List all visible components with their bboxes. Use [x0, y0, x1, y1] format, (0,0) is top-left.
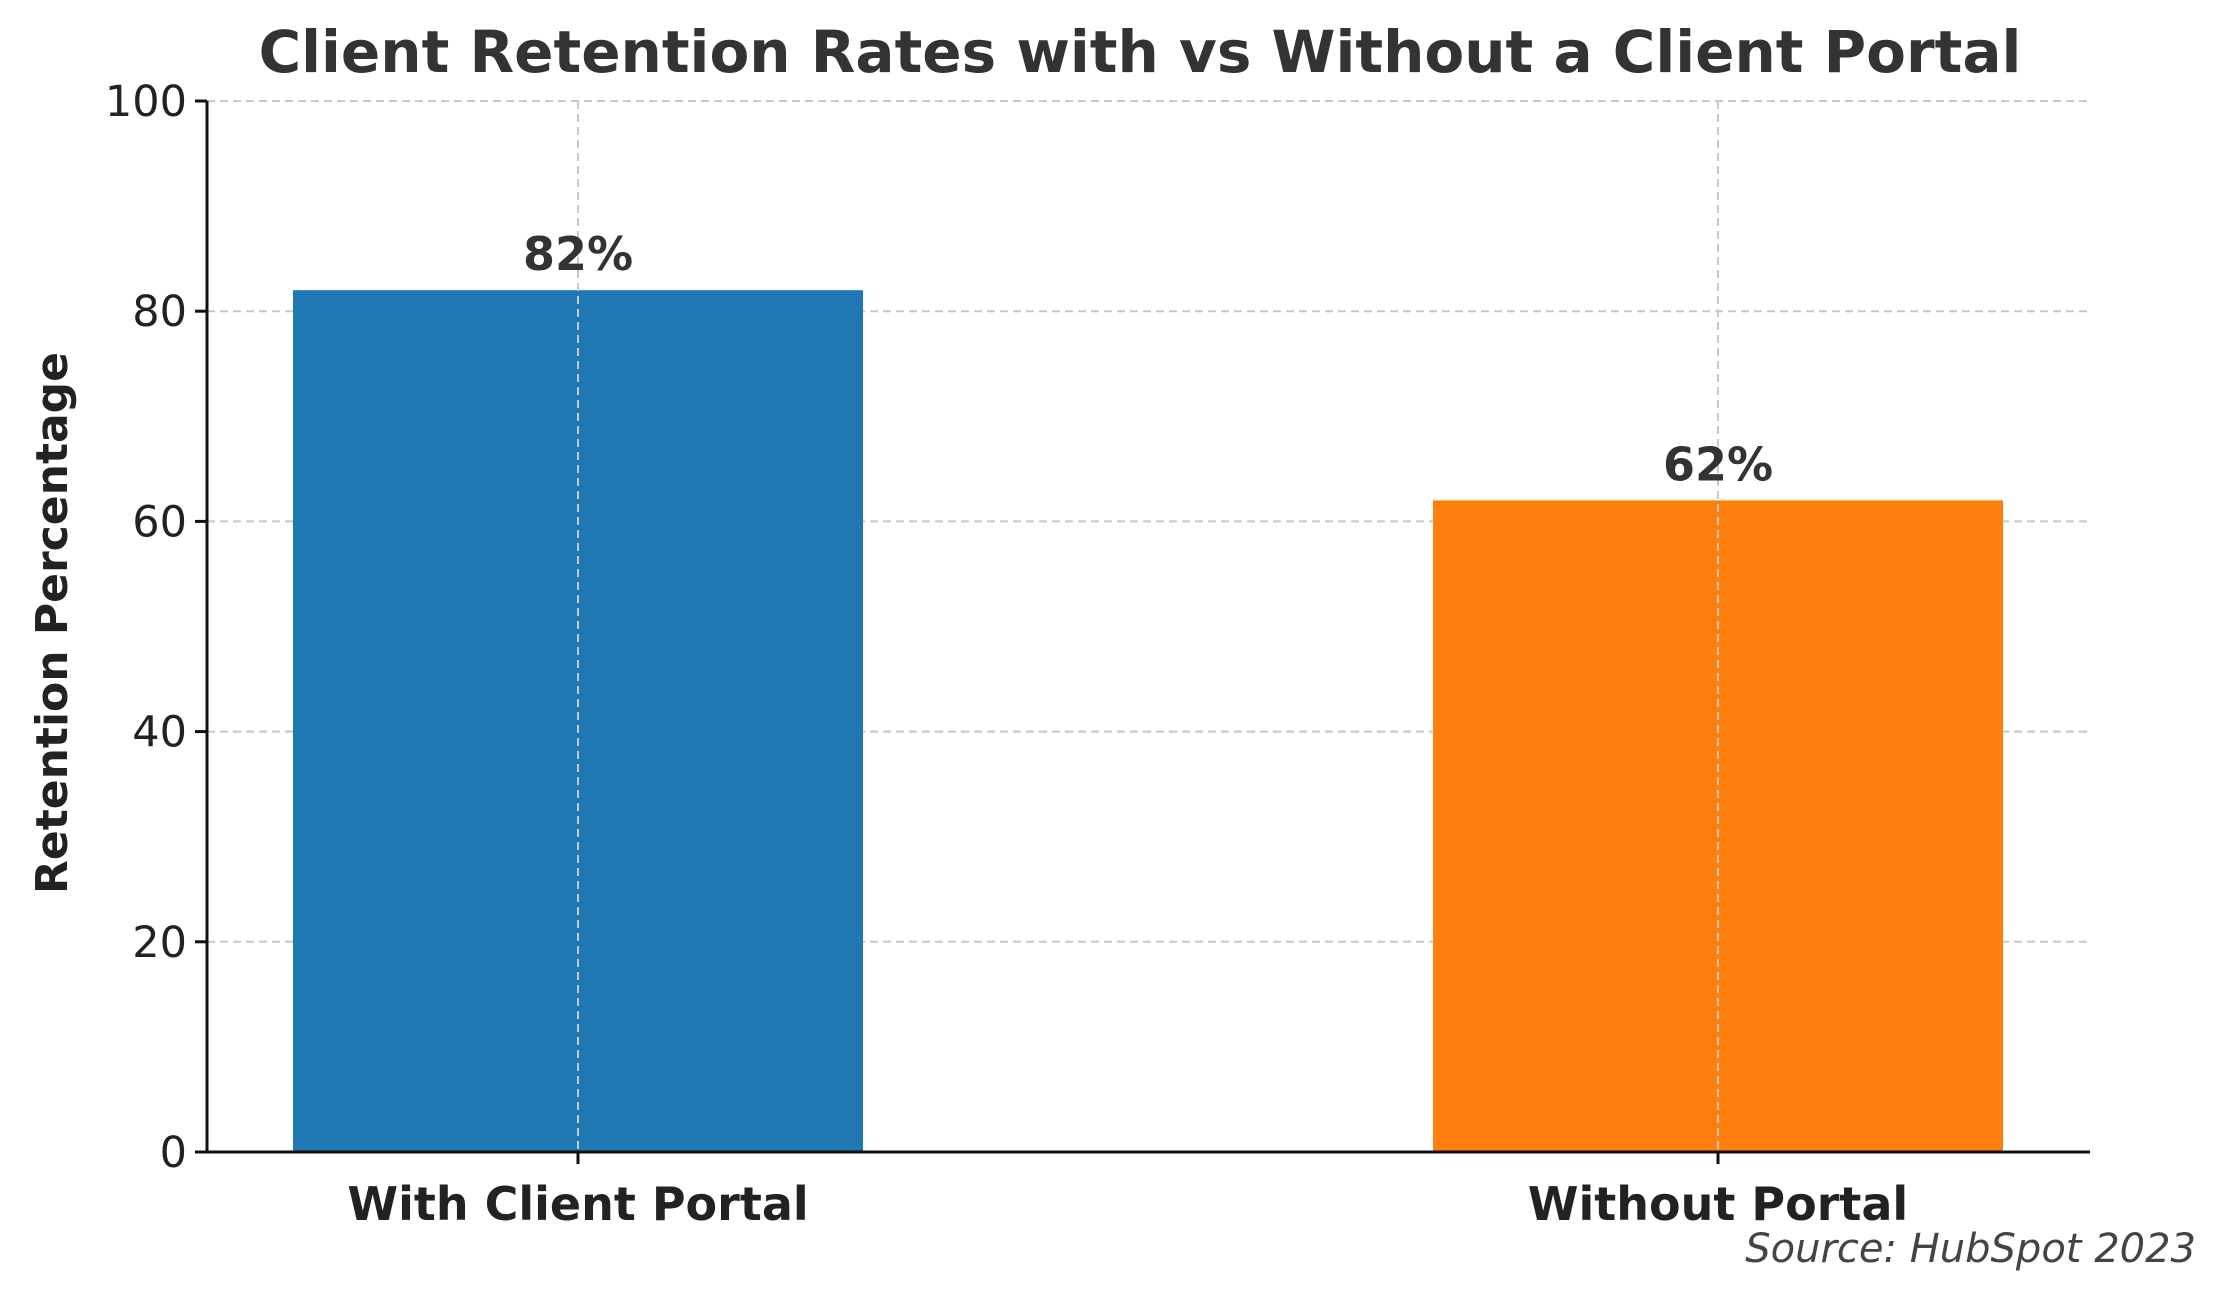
x-tick-label-1: With Client Portal: [347, 1177, 808, 1231]
y-tick-label-20: 20: [132, 918, 187, 968]
data-labels-layer: 82% 62%: [523, 227, 1773, 491]
y-ticks-layer: 0 20 40 60 80 100: [105, 77, 207, 1178]
y-tick-label-100: 100: [105, 77, 187, 127]
data-label-1: 82%: [523, 227, 633, 281]
y-axis-label: Retention Percentage: [27, 352, 78, 894]
vertical-grid-layer: [577, 101, 1719, 1152]
y-tick-label-0: 0: [160, 1128, 187, 1178]
x-ticks-layer: With Client Portal Without Portal: [347, 1152, 1908, 1231]
x-tick-label-2: Without Portal: [1528, 1177, 1908, 1231]
source-note: Source: HubSpot 2023: [1745, 1226, 2196, 1272]
y-tick-label-80: 80: [132, 287, 187, 337]
bars-layer: [293, 290, 2003, 1152]
data-label-2: 62%: [1663, 437, 1773, 491]
y-tick-label-60: 60: [132, 497, 187, 547]
y-tick-label-40: 40: [132, 708, 187, 758]
chart-title: Client Retention Rates with vs Without a…: [259, 18, 2022, 86]
axes-layer: [205, 101, 2090, 1154]
